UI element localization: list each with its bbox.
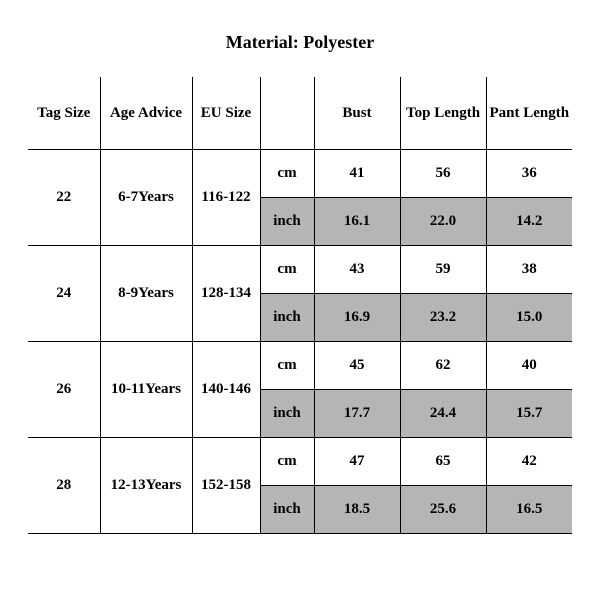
cell-pant: 16.5 (486, 485, 572, 533)
col-pant-length: Pant Length (486, 77, 572, 149)
col-age-advice: Age Advice (100, 77, 192, 149)
cell-tag: 24 (28, 245, 100, 341)
header-row: Tag Size Age Advice EU Size Bust Top Len… (28, 77, 572, 149)
col-eu-size: EU Size (192, 77, 260, 149)
cell-bust: 41 (314, 149, 400, 197)
cell-unit: inch (260, 485, 314, 533)
col-tag-size: Tag Size (28, 77, 100, 149)
cell-bust: 16.9 (314, 293, 400, 341)
cell-eu: 128-134 (192, 245, 260, 341)
table-row: 24 8-9Years 128-134 cm 43 59 38 (28, 245, 572, 293)
size-table: Tag Size Age Advice EU Size Bust Top Len… (28, 77, 572, 534)
cell-unit: cm (260, 341, 314, 389)
cell-tag: 28 (28, 437, 100, 533)
col-bust: Bust (314, 77, 400, 149)
cell-bust: 17.7 (314, 389, 400, 437)
col-top-length: Top Length (400, 77, 486, 149)
cell-tag: 22 (28, 149, 100, 245)
cell-pant: 36 (486, 149, 572, 197)
cell-pant: 38 (486, 245, 572, 293)
table-row: 26 10-11Years 140-146 cm 45 62 40 (28, 341, 572, 389)
cell-unit: inch (260, 389, 314, 437)
cell-top: 23.2 (400, 293, 486, 341)
cell-top: 65 (400, 437, 486, 485)
cell-unit: inch (260, 197, 314, 245)
cell-bust: 43 (314, 245, 400, 293)
cell-pant: 42 (486, 437, 572, 485)
cell-eu: 116-122 (192, 149, 260, 245)
cell-top: 22.0 (400, 197, 486, 245)
cell-top: 62 (400, 341, 486, 389)
cell-top: 24.4 (400, 389, 486, 437)
cell-bust: 16.1 (314, 197, 400, 245)
cell-age: 6-7Years (100, 149, 192, 245)
cell-pant: 15.0 (486, 293, 572, 341)
cell-top: 56 (400, 149, 486, 197)
cell-pant: 15.7 (486, 389, 572, 437)
cell-unit: cm (260, 437, 314, 485)
cell-bust: 47 (314, 437, 400, 485)
cell-eu: 140-146 (192, 341, 260, 437)
table-row: 22 6-7Years 116-122 cm 41 56 36 (28, 149, 572, 197)
cell-bust: 45 (314, 341, 400, 389)
cell-pant: 40 (486, 341, 572, 389)
cell-age: 8-9Years (100, 245, 192, 341)
cell-top: 59 (400, 245, 486, 293)
cell-age: 10-11Years (100, 341, 192, 437)
col-unit (260, 77, 314, 149)
table-row: 28 12-13Years 152-158 cm 47 65 42 (28, 437, 572, 485)
cell-pant: 14.2 (486, 197, 572, 245)
cell-age: 12-13Years (100, 437, 192, 533)
cell-tag: 26 (28, 341, 100, 437)
cell-unit: cm (260, 149, 314, 197)
cell-top: 25.6 (400, 485, 486, 533)
cell-eu: 152-158 (192, 437, 260, 533)
cell-bust: 18.5 (314, 485, 400, 533)
cell-unit: cm (260, 245, 314, 293)
cell-unit: inch (260, 293, 314, 341)
page-title: Material: Polyester (0, 0, 600, 77)
